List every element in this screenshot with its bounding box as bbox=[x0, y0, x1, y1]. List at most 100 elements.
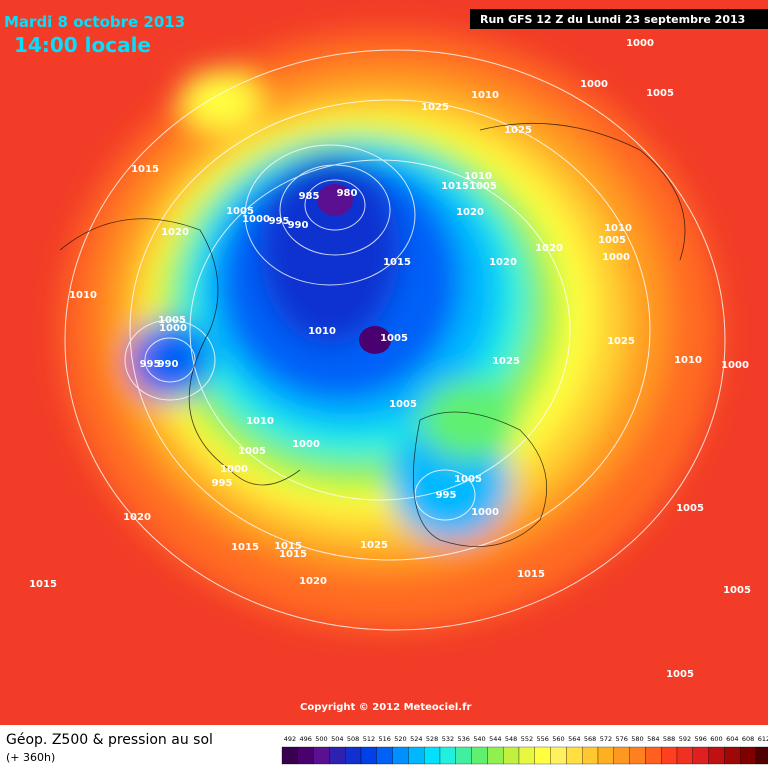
colorbar-label: 608 bbox=[742, 735, 754, 743]
colorbar-swatch bbox=[439, 746, 456, 765]
colorbar-swatch bbox=[471, 746, 488, 765]
colorbar-swatch bbox=[424, 746, 441, 765]
colorbar-swatch bbox=[597, 746, 614, 765]
colorbar-swatch bbox=[518, 746, 535, 765]
map-subtitle: 14:00 locale bbox=[14, 33, 151, 57]
colorbar-label: 564 bbox=[568, 735, 580, 743]
colorbar-label: 604 bbox=[726, 735, 738, 743]
isobar-label: 1005 bbox=[389, 399, 417, 410]
isobar-label: 980 bbox=[337, 188, 358, 199]
colorbar-label: 500 bbox=[315, 735, 327, 743]
isobar-label: 1025 bbox=[607, 336, 635, 347]
colorbar-swatch bbox=[360, 746, 377, 765]
isobar-label: 1025 bbox=[504, 125, 532, 136]
isobar-label: 995 bbox=[140, 359, 161, 370]
colorbar-swatch bbox=[661, 746, 678, 765]
isobar-label: 1000 bbox=[580, 79, 608, 90]
isobar-label: 1015 bbox=[383, 257, 411, 268]
isobar-label: 1005 bbox=[598, 235, 626, 246]
isobar-label: 1005 bbox=[380, 333, 408, 344]
map-title: Mardi 8 octobre 2013 bbox=[4, 13, 185, 31]
isobar-label: 990 bbox=[288, 220, 309, 231]
colorbar-swatch bbox=[692, 746, 709, 765]
footer-lead: (+ 360h) bbox=[6, 751, 55, 764]
colorbar-label: 548 bbox=[505, 735, 517, 743]
isobar-label: 1005 bbox=[469, 181, 497, 192]
footer-title: Géop. Z500 & pression au sol bbox=[6, 732, 213, 748]
isobar-label: 1025 bbox=[421, 102, 449, 113]
isobar-label: 1010 bbox=[246, 416, 274, 427]
colorbar-label: 516 bbox=[378, 735, 390, 743]
colorbar-label: 568 bbox=[584, 735, 596, 743]
colorbar-label: 504 bbox=[331, 735, 343, 743]
isobar-label: 1000 bbox=[159, 323, 187, 334]
isobar-label: 1025 bbox=[360, 540, 388, 551]
isobar-label: 1020 bbox=[456, 207, 484, 218]
colorbar-swatch bbox=[455, 746, 472, 765]
colorbar-swatch bbox=[724, 746, 741, 765]
isobars bbox=[64, 49, 726, 631]
isobar-label: 1005 bbox=[454, 474, 482, 485]
colorbar-swatch bbox=[613, 746, 630, 765]
run-box bbox=[470, 9, 768, 29]
colorbar-swatch bbox=[629, 746, 646, 765]
colorbar-label: 536 bbox=[457, 735, 469, 743]
colorbar-label: 492 bbox=[284, 735, 296, 743]
colorbar-label: 520 bbox=[394, 735, 406, 743]
isobar-label: 1005 bbox=[646, 88, 674, 99]
colorbar-label: 512 bbox=[363, 735, 375, 743]
colorbar-swatch bbox=[313, 746, 330, 765]
colorbar-label: 544 bbox=[489, 735, 501, 743]
colorbar-label: 528 bbox=[426, 735, 438, 743]
isobar-label: 1015 bbox=[29, 579, 57, 590]
colorbar-swatch bbox=[534, 746, 551, 765]
colorbar-label: 576 bbox=[615, 735, 627, 743]
colorbar-label: 580 bbox=[631, 735, 643, 743]
colorbar-swatch bbox=[392, 746, 409, 765]
isobar-label: 1015 bbox=[279, 549, 307, 560]
isobar-label: 1025 bbox=[492, 356, 520, 367]
isobar-label: 1010 bbox=[471, 90, 499, 101]
colorbar-label: 552 bbox=[521, 735, 533, 743]
colorbar-swatch bbox=[550, 746, 567, 765]
copyright: Copyright © 2012 Meteociel.fr bbox=[300, 702, 471, 713]
colorbar-swatch bbox=[408, 746, 425, 765]
isobar-label: 985 bbox=[299, 191, 320, 202]
colorbar-label: 508 bbox=[347, 735, 359, 743]
isobar-label: 1005 bbox=[238, 446, 266, 457]
colorbar-label: 612 bbox=[758, 735, 768, 743]
isobar-label: 1005 bbox=[723, 585, 751, 596]
low-core bbox=[317, 184, 353, 216]
isobar-label: 1015 bbox=[517, 569, 545, 580]
isobar-label: 1000 bbox=[721, 360, 749, 371]
colorbar-swatch bbox=[755, 746, 768, 765]
colorbar-swatch bbox=[708, 746, 725, 765]
colorbar-swatch bbox=[329, 746, 346, 765]
isobar-label: 1000 bbox=[242, 214, 270, 225]
isobar-label: 1005 bbox=[158, 315, 186, 326]
isobar-label: 1005 bbox=[226, 206, 254, 217]
isobar-label: 1015 bbox=[131, 164, 159, 175]
colorbar-swatch bbox=[740, 746, 757, 765]
isobar-label: 1020 bbox=[123, 512, 151, 523]
isobar-label: 990 bbox=[158, 359, 179, 370]
isobar-label: 1020 bbox=[489, 257, 517, 268]
isobar-label: 1020 bbox=[299, 576, 327, 587]
colorbar-label: 496 bbox=[299, 735, 311, 743]
isobar-label: 1000 bbox=[471, 507, 499, 518]
colorbar-swatch bbox=[503, 746, 520, 765]
isobar-label: 1010 bbox=[674, 355, 702, 366]
colorbar-label: 600 bbox=[710, 735, 722, 743]
isobar-label: 995 bbox=[436, 490, 457, 501]
isobar-label: 1010 bbox=[464, 171, 492, 182]
isobar-label: 1020 bbox=[535, 243, 563, 254]
isobar-label: 1010 bbox=[308, 326, 336, 337]
colorbar-label: 532 bbox=[442, 735, 454, 743]
isobar-label: 1015 bbox=[441, 181, 469, 192]
isobar-label: 1005 bbox=[676, 503, 704, 514]
colorbar-swatch bbox=[566, 746, 583, 765]
isobar-label: 1010 bbox=[604, 223, 632, 234]
isobar-label: 1000 bbox=[220, 464, 248, 475]
